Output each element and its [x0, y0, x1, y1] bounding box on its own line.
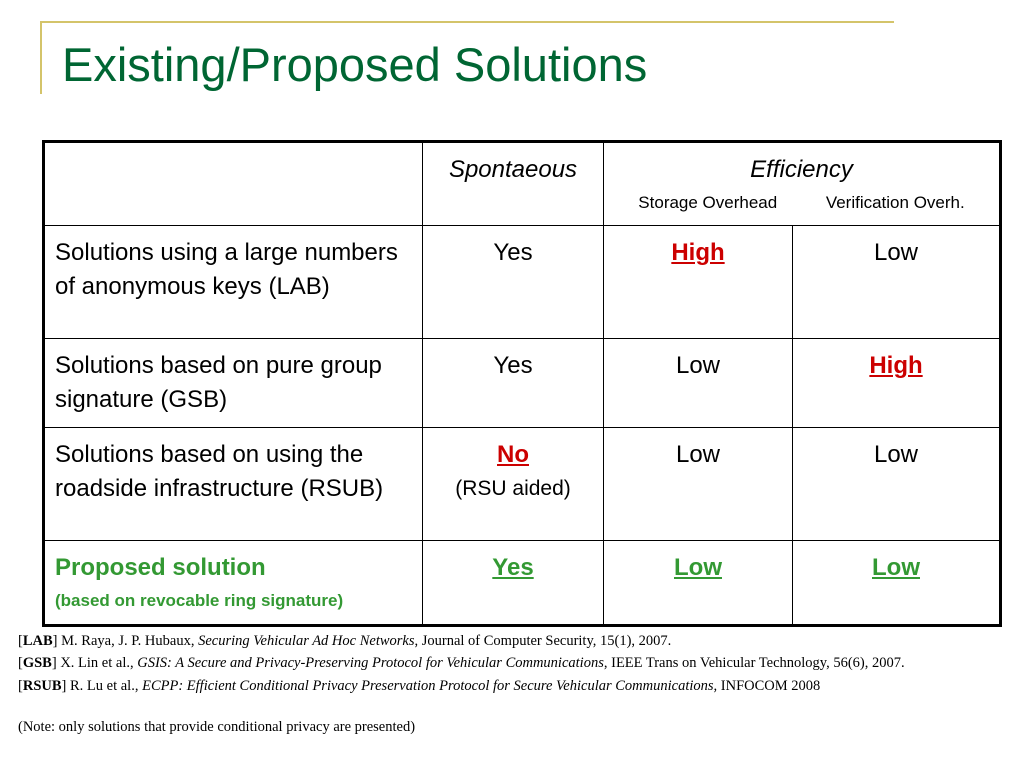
cell-storage-lab: High	[603, 225, 793, 340]
proposed-solution-label: Proposed solution	[55, 554, 266, 582]
value-high-red: High	[671, 239, 725, 267]
comparison-table: Spontaeous Efficiency Storage Overhead V…	[42, 140, 1003, 627]
title-accent-line-vertical	[40, 21, 42, 94]
header-storage-overhead: Storage Overhead	[638, 193, 778, 213]
reference-gsb: [GSB] X. Lin et al., GSIS: A Secure and …	[18, 655, 905, 672]
cell-storage-rsub: Low	[603, 427, 793, 542]
ref-title: ECPP: Efficient Conditional Privacy Pres…	[142, 677, 718, 694]
ref-title: Securing Vehicular Ad Hoc Networks	[198, 633, 415, 649]
header-efficiency-subheaders: Storage Overhead Verification Overh.	[614, 191, 989, 215]
row-label-lab: Solutions using a large numbers of anony…	[43, 225, 423, 340]
cell-verification-lab: Low	[791, 225, 1002, 340]
title-accent-line-horizontal	[40, 21, 894, 23]
ref-authors: M. Raya, J. P. Hubaux,	[57, 633, 199, 649]
table-row: Solutions based on pure group signature …	[43, 338, 1002, 429]
rsu-aided-note: (RSU aided)	[455, 477, 571, 501]
cell-spontaneous-lab: Yes	[422, 225, 604, 340]
slide-title: Existing/Proposed Solutions	[62, 38, 648, 91]
proposed-solution-note: (based on revocable ring signature)	[55, 591, 344, 611]
row-label-proposed-cell: Proposed solution (based on revocable ri…	[43, 540, 423, 626]
reference-lab: [LAB] M. Raya, J. P. Hubaux, Securing Ve…	[18, 633, 672, 649]
table-row: Solutions based on using the roadside in…	[43, 427, 1002, 542]
cell-spontaneous-gsb: Yes	[422, 338, 604, 429]
references: [LAB] M. Raya, J. P. Hubaux, Securing Ve…	[18, 632, 1008, 752]
cell-spontaneous-rsub: No (RSU aided)	[422, 427, 604, 542]
ref-title: GSIS: A Secure and Privacy-Preserving Pr…	[137, 655, 604, 672]
ref-tag: RSUB	[22, 677, 62, 694]
ref-authors: X. Lin et al.,	[56, 655, 138, 672]
row-label-gsb: Solutions based on pure group signature …	[43, 338, 423, 429]
header-verification-overhead: Verification Overh.	[825, 193, 965, 213]
header-efficiency-cell: Efficiency Storage Overhead Verification…	[602, 140, 1002, 227]
reference-rsub: [RSUB] R. Lu et al., ECPP: Efficient Con…	[18, 677, 821, 694]
row-label-rsub: Solutions based on using the roadside in…	[43, 427, 423, 542]
cell-spontaneous-proposed: Yes	[422, 540, 604, 626]
ref-venue: , Journal of Computer Security, 15(1), 2…	[414, 633, 672, 649]
ref-tag: GSB	[22, 655, 52, 672]
table-row: Proposed solution (based on revocable ri…	[43, 540, 1002, 626]
table-header-row: Spontaeous Efficiency Storage Overhead V…	[43, 140, 1002, 227]
cell-verification-rsub: Low	[791, 427, 1002, 542]
value-no-red: No	[497, 441, 529, 469]
cell-verification-gsb: High	[791, 338, 1002, 429]
value-yes-green: Yes	[492, 554, 534, 582]
ref-venue: , IEEE Trans on Vehicular Technology, 56…	[603, 655, 905, 672]
ref-venue: INFOCOM 2008	[717, 677, 821, 694]
header-efficiency: Efficiency	[750, 156, 853, 183]
header-spontaneous: Spontaeous	[422, 140, 604, 227]
footnote: (Note: only solutions that provide condi…	[18, 718, 416, 735]
table-row: Solutions using a large numbers of anony…	[43, 225, 1002, 340]
cell-storage-proposed: Low	[603, 540, 793, 626]
cell-verification-proposed: Low	[791, 540, 1002, 626]
ref-tag: LAB	[22, 633, 53, 649]
ref-authors: R. Lu et al.,	[66, 677, 143, 694]
cell-storage-gsb: Low	[603, 338, 793, 429]
value-low-green: Low	[674, 554, 722, 582]
value-low-green: Low	[872, 554, 920, 582]
header-empty-cell	[43, 140, 423, 227]
value-high-red: High	[869, 352, 923, 380]
